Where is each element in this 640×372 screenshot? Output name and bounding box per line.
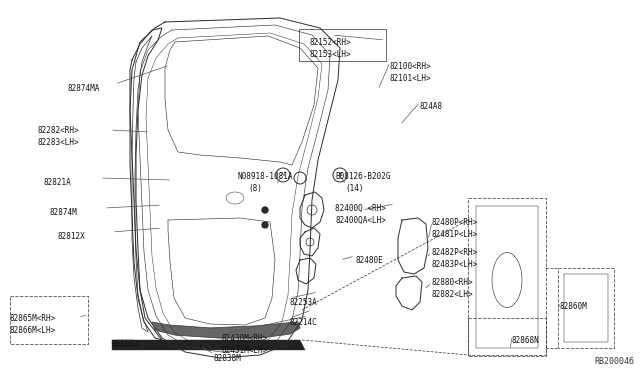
Text: 82101<LH>: 82101<LH> [390, 74, 431, 83]
Text: 82838M: 82838M [214, 354, 242, 363]
Text: 82821A: 82821A [44, 178, 72, 187]
Text: 82860M: 82860M [560, 302, 588, 311]
FancyBboxPatch shape [299, 29, 386, 61]
Text: 82431M<LH>: 82431M<LH> [222, 346, 268, 355]
Polygon shape [112, 340, 305, 350]
Text: 82880<RH>: 82880<RH> [432, 278, 474, 287]
Circle shape [262, 222, 268, 228]
Text: 82812X: 82812X [58, 232, 86, 241]
Text: 82100<RH>: 82100<RH> [390, 62, 431, 71]
Text: 82400Q <RH>: 82400Q <RH> [335, 204, 386, 213]
Text: B08126-B202G: B08126-B202G [335, 172, 390, 181]
Text: 82481P<LH>: 82481P<LH> [432, 230, 478, 239]
Text: 82874M: 82874M [50, 208, 77, 217]
Text: 82152<RH>: 82152<RH> [310, 38, 351, 47]
Text: 82400QA<LH>: 82400QA<LH> [335, 216, 386, 225]
Text: (14): (14) [345, 184, 364, 193]
Text: 824A8: 824A8 [420, 102, 443, 111]
Text: 82874MA: 82874MA [68, 84, 100, 93]
Text: 82153<LH>: 82153<LH> [310, 50, 351, 59]
Text: 82282<RH>: 82282<RH> [38, 126, 79, 135]
Text: 82214C: 82214C [290, 318, 317, 327]
Text: RB200046: RB200046 [594, 357, 634, 366]
Text: 82865M<RH>: 82865M<RH> [10, 314, 56, 323]
Circle shape [262, 207, 268, 213]
Text: 82100J: 82100J [112, 340, 140, 349]
Text: B: B [338, 173, 342, 177]
Text: 82480P<RH>: 82480P<RH> [432, 218, 478, 227]
Text: 82283<LH>: 82283<LH> [38, 138, 79, 147]
Text: 82430M<RH>: 82430M<RH> [222, 334, 268, 343]
Text: 82480E: 82480E [355, 256, 383, 265]
Text: 82868N: 82868N [512, 336, 540, 345]
Text: 82866M<LH>: 82866M<LH> [10, 326, 56, 335]
Text: (8): (8) [248, 184, 262, 193]
Polygon shape [152, 322, 300, 338]
Text: 82483P<LH>: 82483P<LH> [432, 260, 478, 269]
Text: 82253A: 82253A [290, 298, 317, 307]
Text: 82882<LH>: 82882<LH> [432, 290, 474, 299]
Text: 82482P<RH>: 82482P<RH> [432, 248, 478, 257]
Text: N08918-1081A: N08918-1081A [238, 172, 294, 181]
Text: N: N [281, 173, 285, 177]
